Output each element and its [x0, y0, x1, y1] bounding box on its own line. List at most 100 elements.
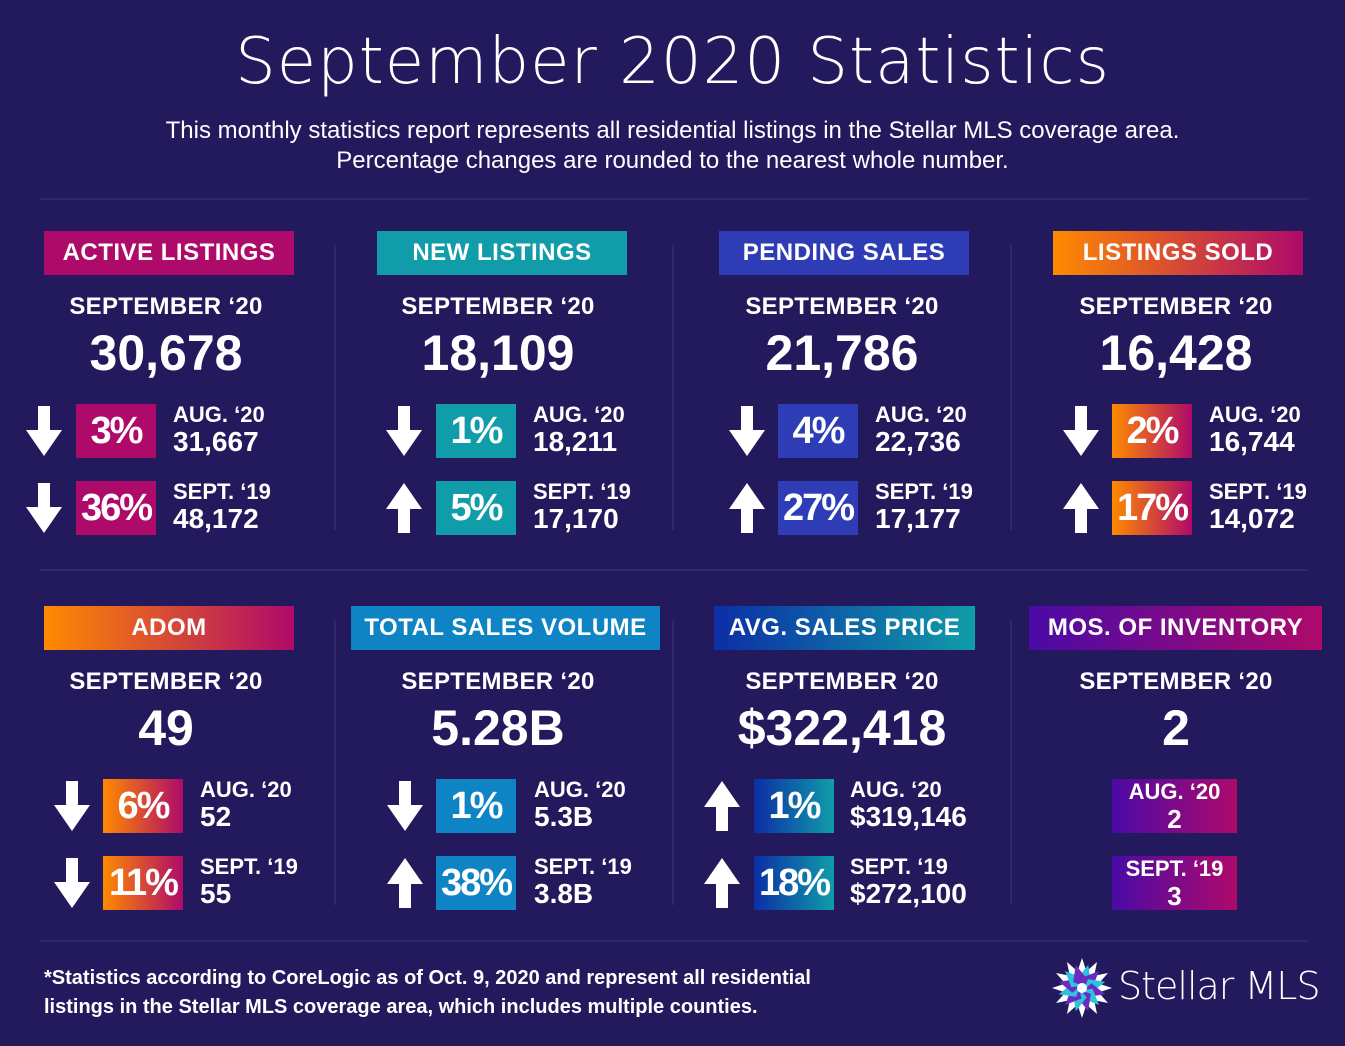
arrow-down-icon	[54, 781, 90, 831]
arrow-up-icon	[1063, 483, 1099, 533]
change-badge: 36%	[76, 481, 156, 535]
change-badge: 4%	[778, 404, 858, 458]
change-badge: 38%	[436, 856, 516, 910]
card-header: PENDING SALES	[719, 231, 969, 275]
period-label: SEPTEMBER ‘20	[401, 293, 595, 320]
comparison-box: SEPT. ‘19 3	[1112, 856, 1237, 910]
metric-value: 16,428	[1099, 325, 1253, 381]
period-label: SEPTEMBER ‘20	[69, 668, 263, 695]
metric-value: 2	[1162, 700, 1190, 756]
metric-value: 30,678	[89, 325, 243, 381]
column-divider	[672, 245, 674, 530]
card-header: AVG. SALES PRICE	[714, 606, 975, 650]
card-new-listings: NEW LISTINGS SEPTEMBER ‘20 18,109 1% AUG…	[348, 231, 648, 561]
comparison-label: SEPT. ‘19	[1125, 856, 1224, 881]
comparison-label: AUG. ‘20	[200, 777, 292, 802]
comparison-value: 48,172	[173, 503, 259, 534]
change-badge: 18%	[754, 856, 834, 910]
change-badge: 1%	[436, 404, 516, 458]
change-badge: 17%	[1112, 481, 1192, 535]
period-label: SEPTEMBER ‘20	[745, 668, 939, 695]
arrow-down-icon	[54, 858, 90, 908]
change-badge: 1%	[436, 779, 516, 833]
comparison-row: 3% AUG. ‘20 31,667	[16, 402, 316, 458]
comparison-row: 4% AUG. ‘20 22,736	[692, 402, 992, 458]
comparison-label: AUG. ‘20	[850, 777, 942, 802]
subtitle: This monthly statistics report represent…	[0, 116, 1345, 176]
stellar-mls-logo: Stellar MLS	[1052, 958, 1321, 1018]
comparison-label: AUG. ‘20	[534, 777, 626, 802]
comparison-row: 5% SEPT. ‘19 17,170	[348, 479, 648, 535]
change-badge: 2%	[1112, 404, 1192, 458]
card-header: LISTINGS SOLD	[1053, 231, 1303, 275]
comparison-row: 11% SEPT. ‘19 55	[16, 854, 316, 910]
card-avg-sales-price: AVG. SALES PRICE SEPTEMBER ‘20 $322,418 …	[692, 606, 992, 936]
comparison-label: SEPT. ‘19	[173, 479, 271, 504]
change-badge: 1%	[754, 779, 834, 833]
column-divider	[334, 620, 336, 905]
period-label: SEPTEMBER ‘20	[745, 293, 939, 320]
divider-bottom	[40, 940, 1308, 942]
arrow-down-icon	[26, 483, 62, 533]
comparison-label: AUG. ‘20	[173, 402, 265, 427]
card-header: NEW LISTINGS	[377, 231, 627, 275]
comparison-value: 2	[1167, 804, 1182, 834]
change-badge: 6%	[103, 779, 183, 833]
comparison-value: 14,072	[1209, 503, 1295, 534]
footnote-line-2: listings in the Stellar MLS coverage are…	[44, 996, 758, 1018]
comparison-label: SEPT. ‘19	[200, 854, 298, 879]
card-header: TOTAL SALES VOLUME	[351, 606, 660, 650]
comparison-row: 36% SEPT. ‘19 48,172	[16, 479, 316, 535]
comparison-row: 1% AUG. ‘20 $319,146	[692, 777, 992, 833]
card-adom: ADOM SEPTEMBER ‘20 49 6% AUG. ‘20 52 11%…	[16, 606, 316, 936]
comparison-value: 52	[200, 801, 232, 832]
column-divider	[672, 620, 674, 905]
arrow-down-icon	[386, 406, 422, 456]
comparison-value: 3	[1167, 881, 1182, 911]
comparison-row: 38% SEPT. ‘19 3.8B	[348, 854, 648, 910]
column-divider	[1010, 245, 1012, 530]
change-badge: 11%	[103, 856, 183, 910]
comparison-value: 16,744	[1209, 426, 1295, 457]
arrow-up-icon	[387, 858, 423, 908]
card-active-listings: ACTIVE LISTINGS SEPTEMBER ‘20 30,678 3% …	[16, 231, 316, 561]
comparison-row: 6% AUG. ‘20 52	[16, 777, 316, 833]
subtitle-line-1: This monthly statistics report represent…	[165, 117, 1180, 144]
comparison-label: SEPT. ‘19	[1209, 479, 1307, 504]
arrow-up-icon	[704, 781, 740, 831]
page-title: September 2020 Statistics	[235, 25, 1110, 99]
comparison-label: SEPT. ‘19	[875, 479, 973, 504]
divider-top	[40, 198, 1308, 200]
comparison-row: 2% AUG. ‘20 16,744	[1026, 402, 1326, 458]
metric-value: 49	[138, 700, 194, 756]
metric-value: 21,786	[765, 325, 919, 381]
divider-middle	[40, 569, 1308, 571]
comparison-box: AUG. ‘20 2	[1112, 779, 1237, 833]
comparison-label: SEPT. ‘19	[533, 479, 631, 504]
arrow-down-icon	[387, 781, 423, 831]
change-badge: 5%	[436, 481, 516, 535]
comparison-value: $319,146	[850, 801, 967, 832]
comparison-label: AUG. ‘20	[875, 402, 967, 427]
comparison-row: 27% SEPT. ‘19 17,177	[692, 479, 992, 535]
comparison-value: 17,170	[533, 503, 619, 534]
comparison-row: 1% AUG. ‘20 18,211	[348, 402, 648, 458]
card-pending-sales: PENDING SALES SEPTEMBER ‘20 21,786 4% AU…	[692, 231, 992, 561]
card-header: ADOM	[44, 606, 294, 650]
card-listings-sold: LISTINGS SOLD SEPTEMBER ‘20 16,428 2% AU…	[1026, 231, 1326, 561]
metric-value: 5.28B	[431, 700, 565, 756]
change-badge: 3%	[76, 404, 156, 458]
card-months-of-inventory: MOS. OF INVENTORY SEPTEMBER ‘20 2 AUG. ‘…	[1026, 606, 1326, 936]
subtitle-line-2: Percentage changes are rounded to the ne…	[336, 147, 1009, 174]
comparison-value: 5.3B	[534, 801, 594, 832]
arrow-down-icon	[26, 406, 62, 456]
footnote-line-1: *Statistics according to CoreLogic as of…	[44, 967, 811, 989]
comparison-label: SEPT. ‘19	[850, 854, 948, 879]
comparison-value: 22,736	[875, 426, 961, 457]
starburst-logo-icon	[1052, 958, 1112, 1018]
comparison-label: AUG. ‘20	[1128, 779, 1221, 804]
comparison-label: AUG. ‘20	[533, 402, 625, 427]
metric-value: 18,109	[421, 325, 575, 381]
arrow-down-icon	[729, 406, 765, 456]
period-label: SEPTEMBER ‘20	[69, 293, 263, 320]
